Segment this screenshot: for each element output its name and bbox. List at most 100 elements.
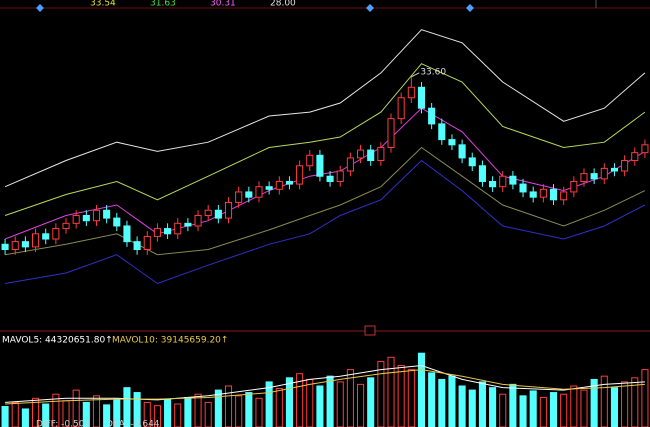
- candle-body: [235, 191, 243, 203]
- candle-body: [123, 225, 131, 243]
- candle-body: [468, 157, 476, 167]
- volume-legend: MAVOL5: 44320651.80↑: [2, 336, 113, 346]
- volume-bar: [113, 399, 121, 427]
- candle-body: [478, 165, 486, 182]
- candle-body: [133, 241, 141, 250]
- volume-legend: MAVOL10: 39145659.20↑: [112, 336, 228, 346]
- candle-body: [174, 222, 182, 235]
- candle-body: [600, 167, 608, 180]
- volume-bar: [21, 408, 29, 427]
- volume-bar: [255, 397, 263, 427]
- volume-bar: [336, 381, 344, 427]
- candle-body: [509, 175, 517, 185]
- volume-bar: [235, 395, 243, 427]
- candle-body: [580, 173, 588, 182]
- header-value: 30.31: [210, 0, 236, 9]
- candle-body: [336, 170, 344, 182]
- candle-body: [529, 191, 537, 198]
- volume-bar: [428, 372, 436, 427]
- candle-body: [316, 154, 324, 177]
- candle-body: [560, 191, 568, 201]
- candle-body: [590, 173, 598, 180]
- candle-body: [113, 217, 121, 227]
- volume-bar: [499, 393, 507, 427]
- candle-body: [143, 235, 151, 251]
- footer-value: DIFF: -0.502: [36, 420, 90, 427]
- max-high-label: 33.60: [420, 67, 446, 77]
- volume-bar: [560, 393, 568, 427]
- volume-bar: [296, 373, 304, 427]
- volume-bar: [580, 389, 588, 427]
- volume-bar: [92, 395, 101, 427]
- candle-body: [62, 222, 70, 230]
- volume-bar: [326, 375, 334, 427]
- volume-bar: [275, 387, 283, 427]
- candle-body: [438, 123, 446, 141]
- candle-body: [346, 157, 354, 172]
- candle-body: [458, 144, 466, 159]
- candle-body: [499, 175, 507, 188]
- cursor-marker: [364, 325, 376, 336]
- volume-bar: [458, 385, 466, 427]
- candle-body: [204, 209, 212, 216]
- volume-bar: [1, 406, 9, 427]
- volume-bar: [549, 392, 558, 427]
- candle-body: [42, 233, 50, 240]
- volume-bar: [570, 385, 578, 427]
- volume-bar: [407, 369, 415, 427]
- candle-body: [539, 188, 547, 198]
- candle-body: [164, 228, 172, 235]
- volume-bar: [265, 381, 273, 427]
- volume-bar: [306, 378, 314, 427]
- candle-body: [570, 180, 578, 193]
- max-pointer: [411, 72, 420, 78]
- volume-bar: [417, 352, 426, 427]
- candle-body: [489, 180, 497, 188]
- candle-body: [11, 241, 19, 250]
- volume-bar: [194, 393, 202, 427]
- candle-body: [407, 86, 415, 99]
- band-line: [4, 29, 646, 188]
- header-value: 28.00: [270, 0, 296, 9]
- candle-body: [92, 209, 101, 222]
- candle-body: [265, 186, 273, 190]
- candle-body: [255, 186, 263, 198]
- candle-body: [103, 209, 111, 219]
- candle-body: [306, 154, 314, 167]
- volume-bar: [489, 387, 497, 427]
- volume-bar: [448, 375, 456, 427]
- candle-body: [32, 233, 40, 248]
- volume-bar: [621, 381, 629, 427]
- candle-body: [224, 201, 233, 219]
- volume-bar: [174, 403, 182, 427]
- volume-bar: [357, 383, 365, 427]
- volume-bar: [42, 403, 50, 427]
- candle-body: [275, 180, 283, 190]
- volume-bar: [11, 401, 19, 427]
- volume-bar: [438, 378, 446, 427]
- volume-bar: [72, 389, 80, 427]
- candle-body: [549, 188, 558, 201]
- volume-bar: [224, 385, 233, 427]
- candle-body: [357, 149, 365, 159]
- volume-bar: [610, 387, 618, 427]
- volume-bar: [600, 375, 608, 427]
- candle-body: [377, 146, 385, 162]
- candle-body: [610, 167, 618, 172]
- candle-body: [153, 228, 161, 237]
- candle-body: [214, 209, 222, 219]
- band-line: [5, 159, 646, 285]
- candle-body: [631, 152, 639, 162]
- volume-bar: [204, 401, 212, 427]
- volume-bar: [285, 377, 293, 427]
- candle-body: [387, 118, 395, 148]
- volume-bar: [316, 385, 324, 427]
- candle-body: [82, 214, 90, 222]
- candle-body: [21, 241, 29, 248]
- volume-bar: [52, 393, 60, 427]
- volume-bar: [397, 365, 405, 427]
- candle-body: [621, 160, 629, 172]
- volume-bar: [478, 381, 486, 427]
- candle-body: [194, 214, 202, 227]
- band-line: [4, 63, 646, 216]
